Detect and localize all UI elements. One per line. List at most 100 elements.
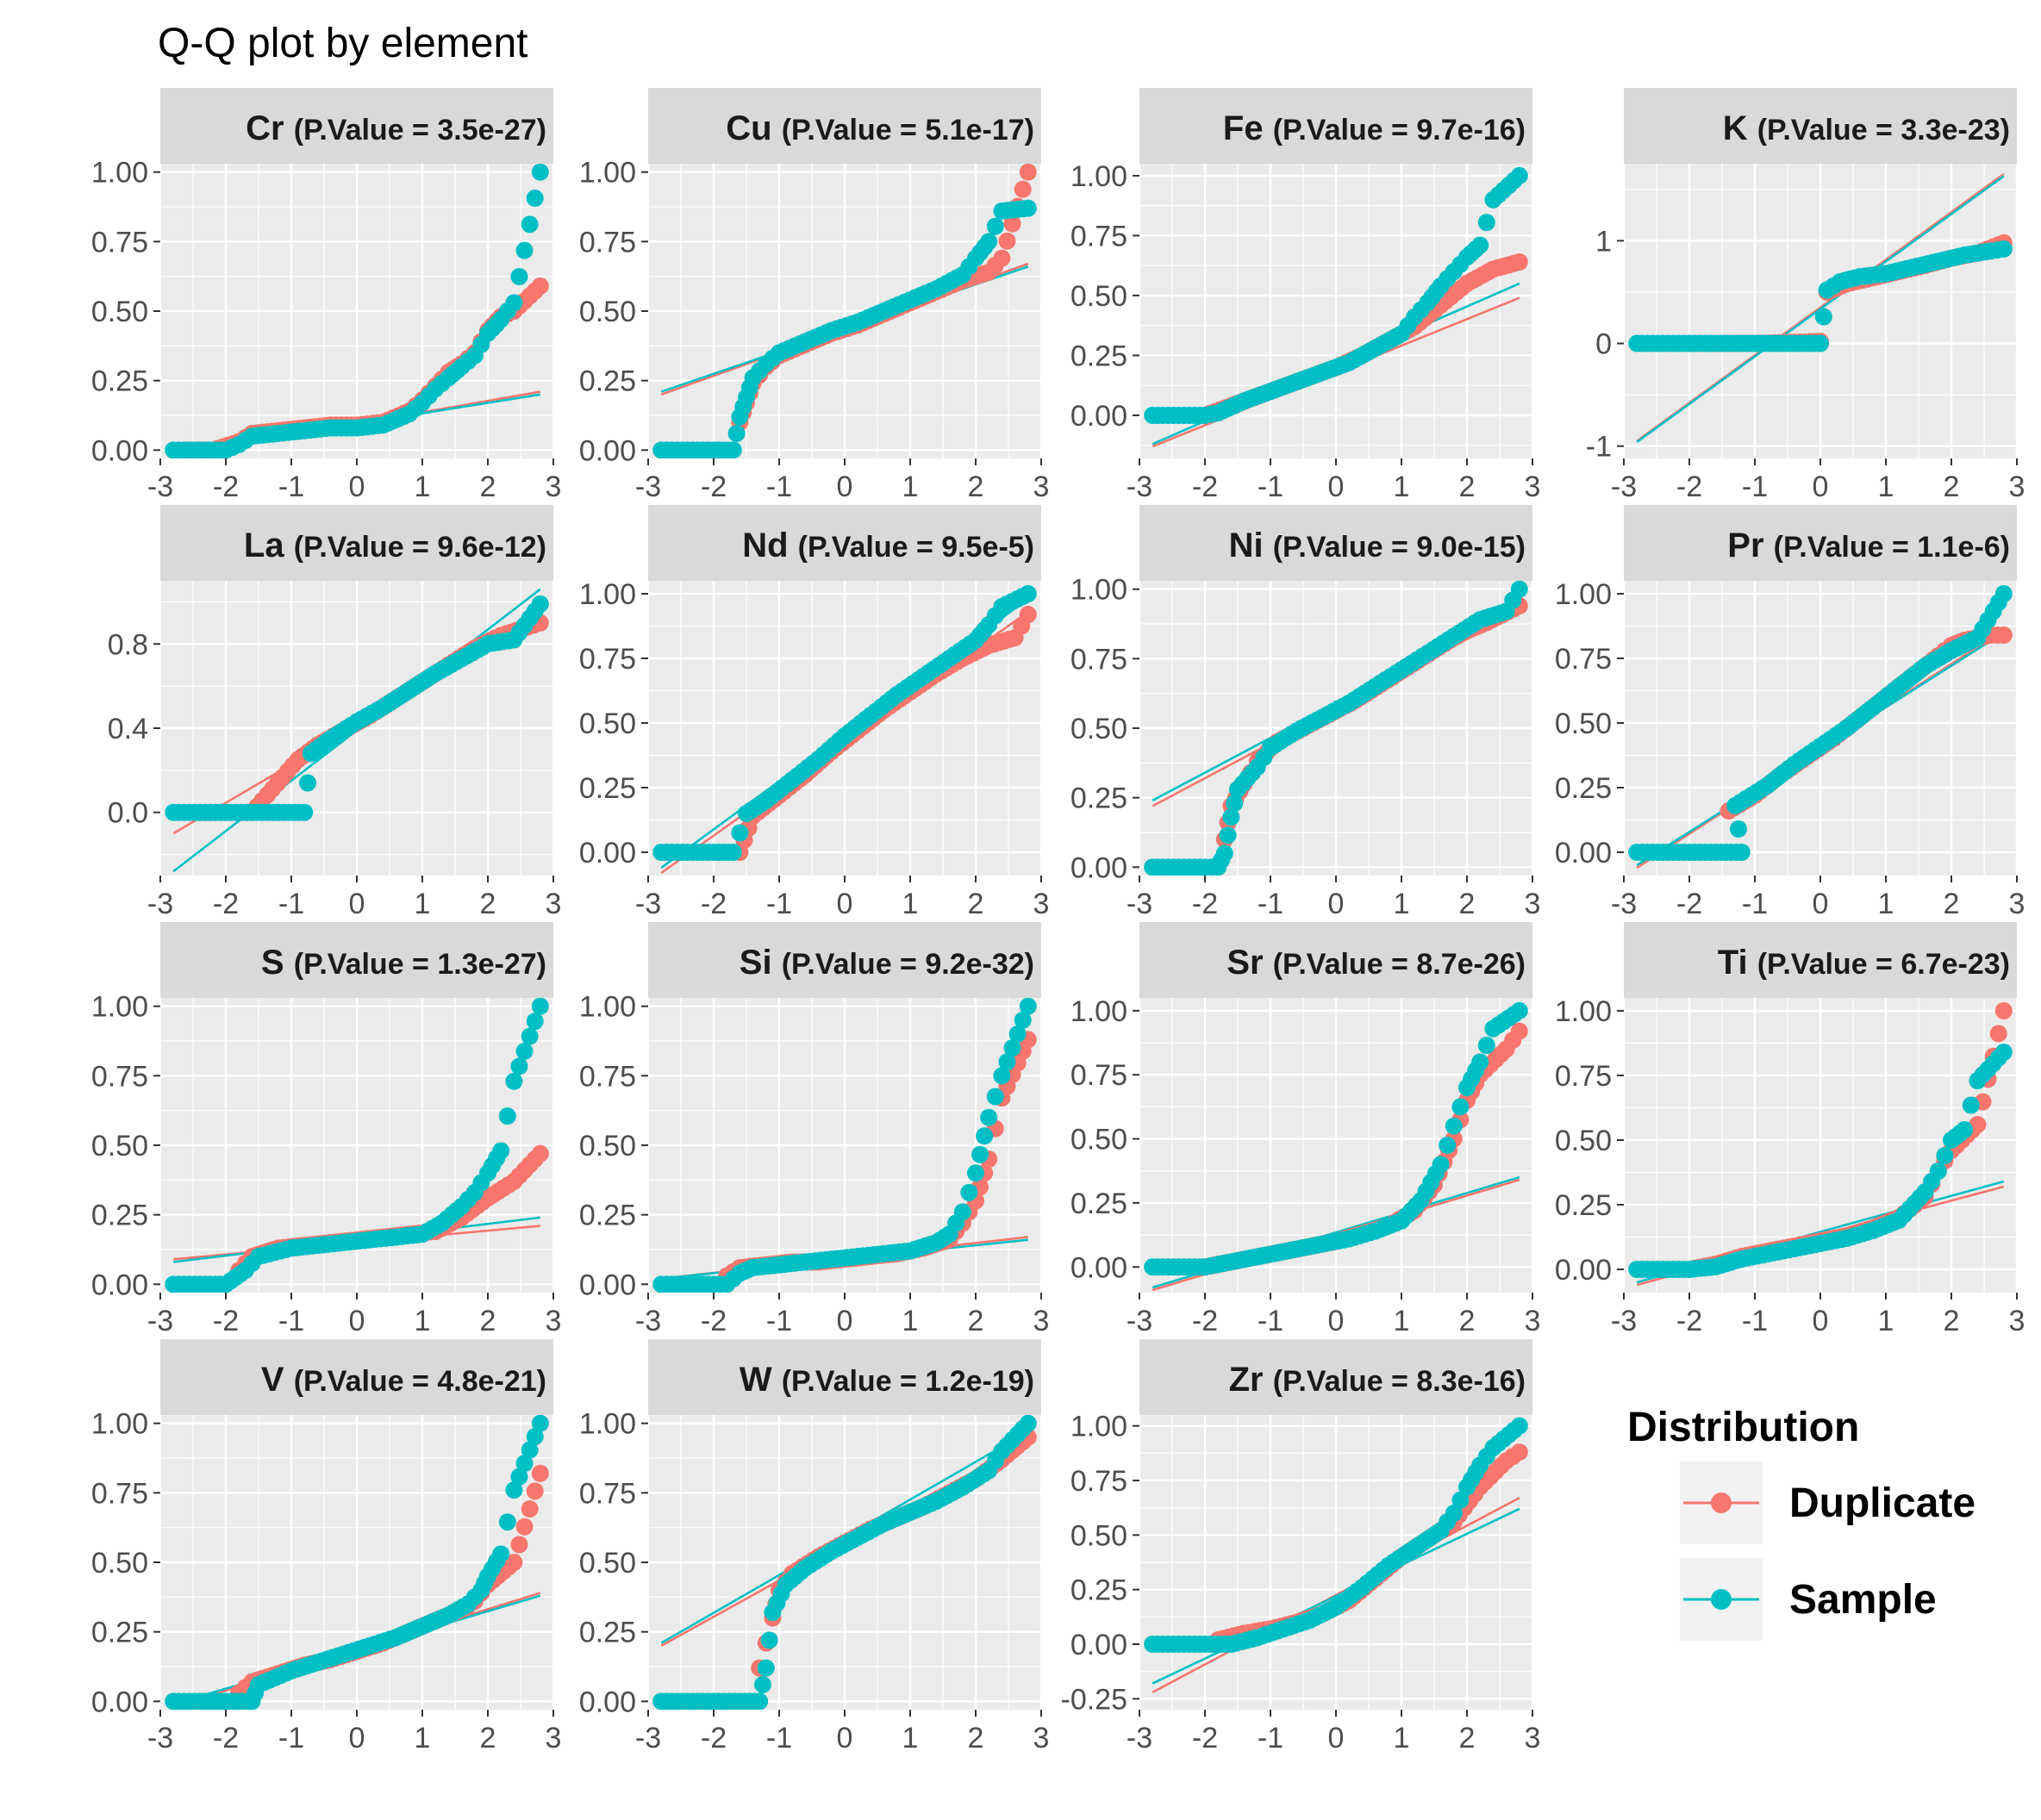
point-sample (515, 1455, 534, 1473)
y-tick-label: 0.75 (1070, 220, 1127, 252)
point-sample (1956, 1121, 1974, 1138)
x-tick-label: -1 (766, 1722, 792, 1755)
point-duplicate (515, 1518, 534, 1536)
point-sample (1936, 1147, 1954, 1164)
x-tick-label: 1 (415, 471, 431, 503)
point-duplicate (510, 1536, 528, 1554)
marks-cr (165, 164, 549, 458)
point-sample (998, 1053, 1016, 1071)
y-tick-label: 0.00 (1070, 851, 1127, 884)
x-tick-label: 0 (1328, 471, 1345, 503)
x-tick-label: -1 (278, 1722, 304, 1755)
point-sample (731, 824, 749, 842)
x-tick-label: 3 (1033, 471, 1050, 503)
x-tick-label: -2 (213, 888, 239, 920)
marks-si (652, 998, 1037, 1293)
point-sample (531, 998, 549, 1015)
x-tick-label: 1 (1394, 1722, 1410, 1755)
point-sample (1730, 820, 1747, 838)
point-sample (724, 844, 742, 861)
strip-label-la: La (P.Value = 9.6e-12) (244, 527, 546, 564)
x-tick-label: 2 (480, 1305, 496, 1337)
y-tick-label: 0.25 (579, 772, 636, 805)
strip-ti (1624, 922, 2017, 998)
y-tick-label: 0.00 (1070, 1629, 1127, 1661)
y-tick-label: 0.0 (108, 797, 148, 830)
legend-label-sample: Sample (1789, 1577, 1937, 1623)
point-sample (1812, 334, 1829, 352)
y-tick-label: 0.25 (91, 1200, 148, 1232)
x-tick-label: 2 (968, 888, 984, 920)
y-tick-label: 0.25 (91, 365, 148, 398)
x-tick-label: -1 (1258, 1305, 1283, 1337)
y-tick-label: 0.75 (91, 226, 148, 259)
point-sample (498, 1107, 516, 1125)
x-tick-label: -3 (635, 888, 661, 920)
x-tick-label: 3 (546, 1722, 562, 1755)
point-sample (1439, 1137, 1457, 1154)
y-tick-label: 1.00 (1070, 574, 1127, 607)
x-tick-label: 1 (1394, 471, 1410, 503)
point-sample (296, 803, 314, 821)
x-tick-label: 3 (546, 1305, 562, 1337)
facet-cu: Cu (P.Value = 5.1e-17) 0.00 0.25 0.50 0.75 1.… (579, 88, 1050, 503)
strip-cr (160, 88, 553, 164)
point-sample (1019, 585, 1037, 602)
y-tick-label: 1.00 (91, 991, 148, 1024)
point-sample (531, 595, 549, 613)
x-tick-label: -3 (1611, 888, 1637, 920)
facet-ni: Ni (P.Value = 9.0e-15) 0.00 0.25 0.50 0.75 1.… (1070, 505, 1540, 920)
x-tick-label: 3 (1033, 888, 1050, 920)
y-tick-label: 1.00 (91, 1408, 148, 1441)
facet-si: Si (P.Value = 9.2e-32) 0.00 0.25 0.50 0.75 1.… (579, 922, 1049, 1337)
point-sample (510, 267, 528, 285)
x-tick-label: 2 (480, 888, 496, 920)
y-tick-label: 0.00 (91, 434, 148, 467)
point-sample (993, 1067, 1011, 1085)
chart-title: Q-Q plot by element (158, 21, 528, 66)
point-sample (1510, 1001, 1528, 1019)
x-tick-label: 3 (2009, 471, 2025, 503)
x-tick-label: 2 (1944, 888, 1960, 920)
point-sample (1019, 998, 1037, 1015)
x-tick-label: 0 (837, 1305, 853, 1337)
strip-si (648, 922, 1041, 998)
x-tick-label: -2 (1676, 471, 1702, 503)
legend-point-sample (1711, 1589, 1732, 1610)
marks-k (1628, 172, 2013, 443)
x-tick-label: -3 (635, 1305, 661, 1337)
point-sample (960, 1183, 978, 1201)
marks-nd (652, 585, 1037, 875)
x-tick-label: -1 (278, 888, 304, 920)
marks-s (165, 998, 549, 1293)
marks-sr (1144, 1001, 1528, 1292)
marks-fe (1144, 166, 1528, 448)
strip-label-pr: Pr (P.Value = 1.1e-6) (1727, 527, 2010, 564)
facet-zr: Zr (P.Value = 8.3e-16) -0.25 0.00 0.25 0.50 0… (1061, 1339, 1540, 1755)
y-tick-label: 0.75 (91, 1060, 148, 1093)
facet-fe: Fe (P.Value = 9.7e-16) 0.00 0.25 0.50 0.75 1.… (1070, 88, 1540, 503)
point-sample (1014, 1011, 1032, 1029)
y-tick-label: 0.50 (579, 1130, 636, 1162)
strip-pr (1624, 505, 2017, 581)
x-tick-label: 0 (1813, 888, 1829, 920)
point-sample (1019, 1415, 1037, 1432)
point-sample (531, 164, 549, 181)
point-sample (971, 1145, 989, 1163)
point-sample (510, 1468, 528, 1486)
point-sample (976, 1127, 994, 1145)
x-tick-label: 3 (2009, 888, 2025, 920)
x-tick-label: -3 (1127, 888, 1152, 920)
x-tick-label: -1 (766, 1305, 792, 1337)
point-sample (754, 1675, 771, 1693)
point-sample (1471, 236, 1489, 254)
y-tick-label: 1.00 (1555, 578, 1612, 611)
point-duplicate (1510, 253, 1528, 271)
point-sample (727, 424, 746, 442)
y-tick-label: 0.25 (1555, 1189, 1612, 1222)
point-sample (521, 1441, 539, 1459)
x-tick-label: -2 (1676, 1305, 1702, 1337)
point-sample (760, 1631, 778, 1649)
facet-k: K (P.Value = 3.3e-23) -1 0 1 -3 -2 -1 0 1 2 3 (1586, 88, 2025, 503)
facet-ti: Ti (P.Value = 6.7e-23) 0.00 0.25 0.50 0.75 1.… (1555, 922, 2025, 1337)
